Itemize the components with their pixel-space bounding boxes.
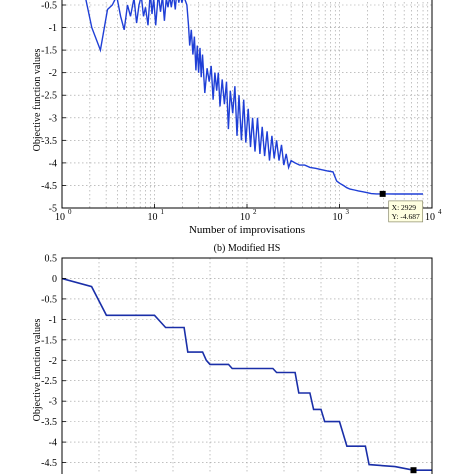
y-tick-label: -0.5 (41, 1, 57, 12)
data-tip-text: Y: -4.687 (392, 212, 420, 221)
chart-caption: (b) Modified HS (214, 243, 281, 254)
y-tick-label: -3.5 (41, 136, 57, 147)
y-tick-label: -1 (49, 23, 57, 34)
y-tick-label: -1.5 (41, 46, 57, 57)
x-tick-label: 10 (148, 212, 158, 223)
grid-2-y (62, 278, 432, 463)
x-axis-label-1: Number of improvisations (189, 224, 305, 236)
markers-2 (410, 467, 417, 474)
y-tick-label: -1 (49, 315, 57, 326)
y-tick-label: -3 (49, 113, 57, 124)
y-tick-label: -3 (49, 397, 57, 408)
x-tick-exponent: 1 (161, 208, 165, 216)
y-tick-label: -2 (49, 68, 57, 79)
y-tick-label: -2.5 (41, 91, 57, 102)
y-tick-label: -0.5 (41, 294, 57, 305)
x-tick-exponent: 3 (346, 208, 350, 216)
x-tick-label: 10 (425, 212, 435, 223)
y-ticks-2: 0.5 0 -0.5 -1 -1.5 -2 -2.5 -3 -3.5 -4 -4.5 (41, 254, 66, 469)
y-tick-label: -1.5 (41, 335, 57, 346)
x-tick-exponent: 2 (253, 208, 257, 216)
y-tick-label: 0.5 (45, 254, 58, 265)
data-tip-box (388, 200, 424, 223)
x-tick-exponent: 4 (438, 208, 442, 216)
y-tick-label: -4.5 (41, 458, 57, 469)
y-tick-label: -3.5 (41, 417, 57, 428)
grid-1-x (89, 0, 429, 208)
x-tick-label: 10 (240, 212, 250, 223)
y-axis-label-2: Objective function values (32, 319, 43, 422)
plot-frame-2 (61, 257, 433, 474)
chart-2: 0.5 0 -0.5 -1 -1.5 -2 -2.5 -3 -3.5 -4 -4.5 Objecti… (32, 254, 433, 474)
y-tick-label: -4 (49, 438, 57, 449)
chart-1: -0.5-1-1.5-2-2.5-3-3.5-4-4.5-5 10 0 10 1 10 2… (32, 0, 442, 254)
data-point-marker (410, 467, 417, 474)
y-tick-label: -4.5 (41, 181, 57, 192)
y-tick-label: -2.5 (41, 376, 57, 387)
series-line-2 (62, 277, 432, 471)
y-tick-label: 0 (52, 274, 57, 285)
x-tick-label: 10 (55, 212, 65, 223)
grid-1-y (62, 4, 432, 186)
y-tick-label: -4 (49, 158, 57, 169)
series-line-1 (85, 0, 423, 195)
y-axis-label-1: Objective function values (32, 49, 43, 152)
y-tick-label: -5 (49, 204, 57, 215)
data-tip-text: X: 2929 (392, 203, 417, 212)
y-ticks-1: -0.5 -1 -1.5 -2 -2.5 -3 -3.5 -4 -4.5 -5 (41, 1, 66, 215)
data-tip-marker (379, 190, 386, 197)
y-tick-label: -2 (49, 356, 57, 367)
x-ticks-1: 10 0 10 1 10 2 10 3 10 4 (55, 204, 442, 223)
x-tick-exponent: 0 (68, 208, 72, 216)
x-tick-label: 10 (333, 212, 343, 223)
